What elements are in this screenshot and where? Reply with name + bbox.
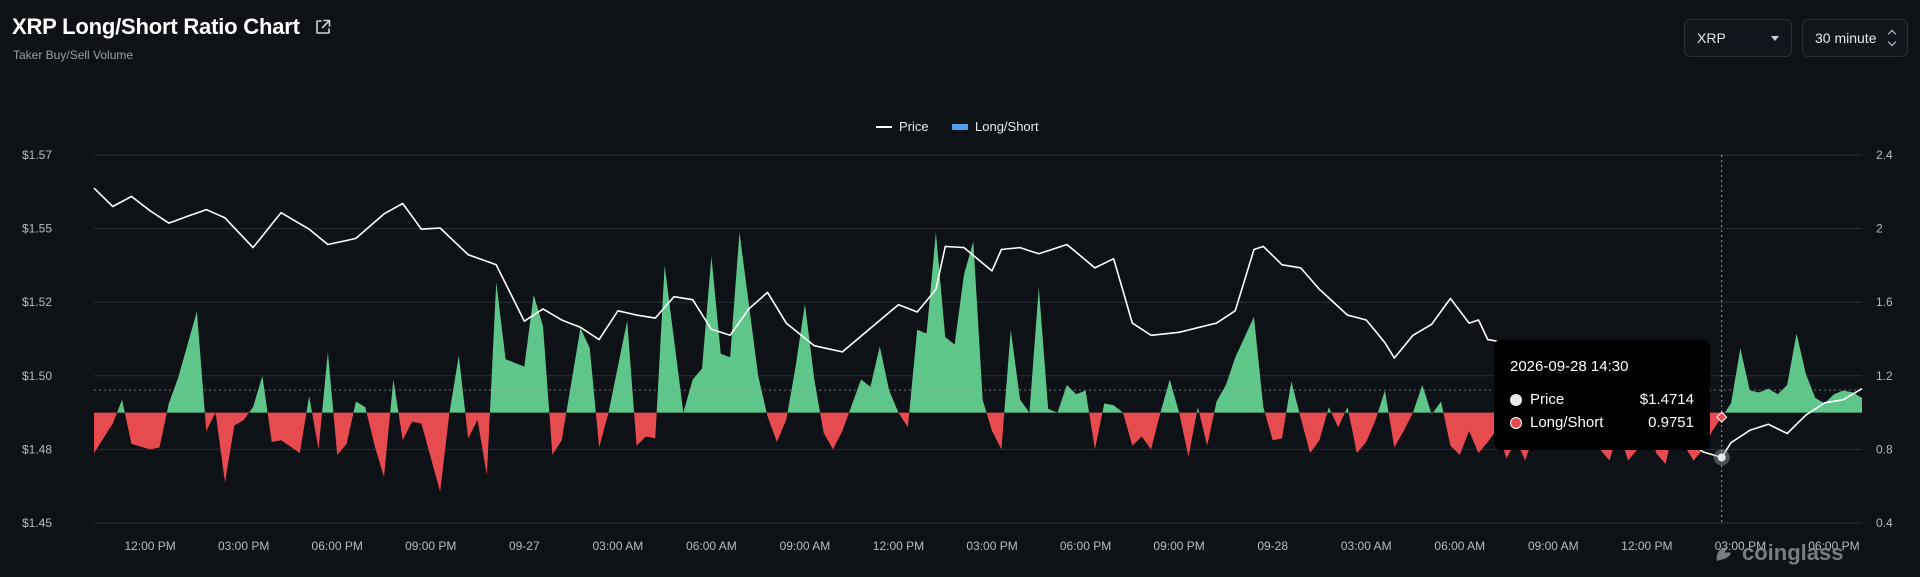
price-hover-point <box>1717 453 1726 462</box>
x-tick-label: 06:00 PM <box>1808 539 1859 553</box>
x-tick-label: 06:00 PM <box>1060 539 1111 553</box>
x-tick-label: 03:00 PM <box>218 539 269 553</box>
external-link-icon[interactable] <box>314 18 332 36</box>
tooltip-price-label: Price <box>1530 391 1565 408</box>
x-tick-label: 06:00 AM <box>1434 539 1485 553</box>
x-tick-label: 09:00 AM <box>780 539 831 553</box>
y-right-tick-label: 1.2 <box>1876 369 1893 383</box>
tooltip-date: 2026-09-28 14:30 <box>1510 358 1629 375</box>
x-tick-label: 09:00 AM <box>1528 539 1579 553</box>
x-tick-label: 03:00 PM <box>1715 539 1766 553</box>
y-left-tick-label: $1.50 <box>22 369 52 383</box>
y-right-tick-label: 0.8 <box>1876 442 1893 456</box>
watermark-text: coinglass <box>1742 540 1844 565</box>
x-tick-label: 12:00 PM <box>124 539 175 553</box>
x-tick-label: 03:00 PM <box>966 539 1017 553</box>
interval-select[interactable]: 30 minute <box>1802 19 1908 57</box>
x-tick-label: 09:00 PM <box>1153 539 1204 553</box>
y-right-tick-label: 2 <box>1876 222 1883 236</box>
x-tick-label: 09:00 PM <box>405 539 456 553</box>
chevron-down-icon <box>1771 35 1779 41</box>
x-tick-label: 06:00 PM <box>312 539 363 553</box>
y-left-tick-label: $1.57 <box>22 148 52 162</box>
y-right-tick-label: 1.6 <box>1876 295 1893 309</box>
x-tick-label: 06:00 AM <box>686 539 737 553</box>
legend-ls-swatch <box>952 124 968 130</box>
coinglass-logo-icon <box>1716 547 1731 561</box>
chart-tooltip: 2026-09-28 14:30 Price $1.4714 Long/Shor… <box>1494 340 1710 450</box>
coinglass-watermark: coinglass <box>1712 540 1843 566</box>
y-left-tick-label: $1.52 <box>22 295 52 309</box>
legend-ls-label: Long/Short <box>975 119 1039 134</box>
y-left-tick-label: $1.55 <box>22 222 52 236</box>
tooltip-ls-value: 0.9751 <box>1648 414 1694 431</box>
page-subtitle: Taker Buy/Sell Volume <box>13 48 134 62</box>
y-right-tick-label: 2.4 <box>1876 148 1893 162</box>
short-area <box>94 412 1725 492</box>
legend-price-label: Price <box>899 119 929 134</box>
page-title: XRP Long/Short Ratio Chart <box>12 14 300 39</box>
y-left-tick-label: $1.45 <box>22 516 52 530</box>
symbol-select-value: XRP <box>1697 30 1726 46</box>
tooltip-ls-label: Long/Short <box>1530 414 1604 431</box>
interval-select-value: 30 minute <box>1815 30 1877 46</box>
symbol-select[interactable]: XRP <box>1684 19 1792 57</box>
ls-hover-point <box>1716 411 1728 423</box>
x-tick-label: 12:00 PM <box>873 539 924 553</box>
price-dot-icon <box>1510 393 1522 406</box>
y-left-tick-label: $1.48 <box>22 442 52 456</box>
tooltip-price-value: $1.4714 <box>1639 391 1694 408</box>
x-tick-label: 09-27 <box>509 539 540 553</box>
x-tick-label: 03:00 AM <box>1341 539 1392 553</box>
x-tick-label: 09-28 <box>1257 539 1288 553</box>
x-tick-label: 12:00 PM <box>1621 539 1672 553</box>
x-tick-label: 03:00 AM <box>593 539 644 553</box>
y-right-tick-label: 0.4 <box>1876 516 1893 530</box>
long-short-dot-icon <box>1510 416 1522 429</box>
